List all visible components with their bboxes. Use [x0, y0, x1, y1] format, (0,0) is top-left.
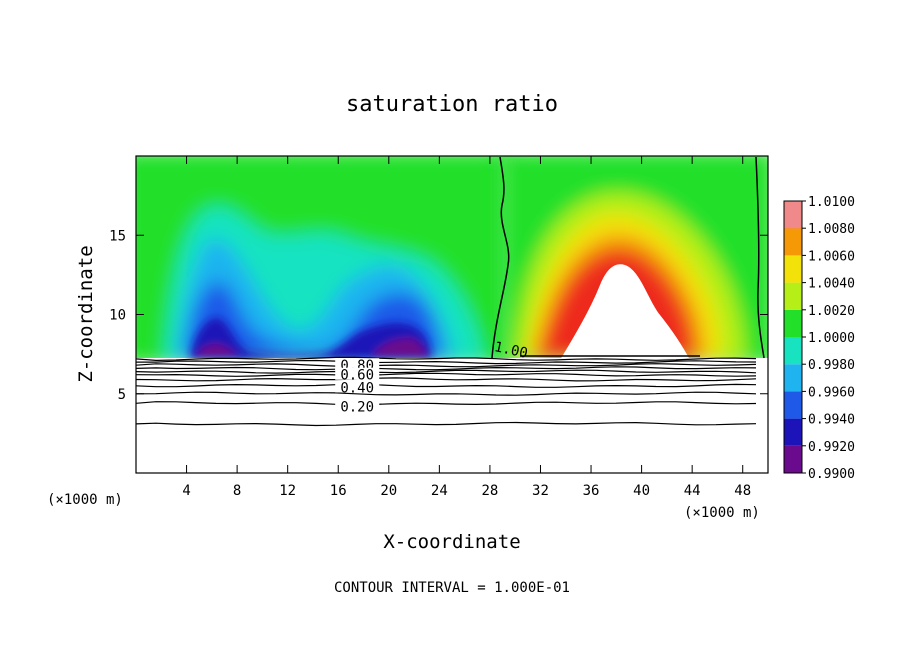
x-tick-label: 24	[431, 483, 448, 499]
contour-line-1-00	[491, 156, 510, 359]
cloud-core-region	[560, 264, 690, 360]
contour-line	[136, 421, 757, 427]
colorbar-label: 1.0060	[808, 249, 855, 264]
contour-line	[136, 391, 757, 396]
x-tick-label: 20	[380, 483, 397, 499]
colorbar-swatch	[784, 364, 802, 392]
colorbar-swatch	[784, 418, 802, 446]
colorbar-label: 1.0040	[808, 277, 855, 292]
x-tick-label: 48	[734, 483, 751, 499]
x-tick-label: 36	[583, 483, 600, 499]
contour-labels: 1.000.800.600.400.20	[335, 339, 529, 415]
colorbar-swatch	[784, 337, 802, 365]
contour-label-backdrop	[335, 367, 380, 380]
contour-line	[136, 359, 757, 365]
contour-line	[136, 383, 757, 388]
x-unit-left: (×1000 m)	[47, 492, 123, 508]
below-cloud-region	[136, 358, 768, 473]
y-axis-label: Z-coordinate	[75, 245, 97, 382]
colorbar-label: 1.0020	[808, 304, 855, 319]
x-tick-label: 12	[279, 483, 296, 499]
plot-area	[136, 156, 768, 473]
contour-line	[136, 401, 757, 406]
contour-line	[136, 366, 757, 371]
contour-label-backdrop	[335, 399, 380, 412]
colorbar-label: 0.9940	[808, 413, 855, 428]
x-tick-label: 40	[633, 483, 650, 499]
contour-label-backdrop	[335, 358, 380, 371]
y-tick-label: 15	[109, 228, 126, 244]
x-axis-label: X-coordinate	[383, 531, 520, 553]
x-tick-label: 8	[233, 483, 241, 499]
contour-label: 0.40	[340, 380, 374, 396]
contour-label-backdrop	[335, 380, 380, 393]
x-tick-label: 28	[481, 483, 498, 499]
contour-line	[136, 372, 757, 377]
chart-title: saturation ratio	[346, 92, 558, 117]
colorbar-swatch	[784, 309, 802, 337]
colorbar-label: 1.0080	[808, 222, 855, 237]
contour-line	[136, 363, 757, 368]
colorbar-swatch	[784, 228, 802, 256]
x-tick-label: 4	[182, 483, 190, 499]
colorbar-label: 0.9980	[808, 358, 855, 373]
colorbar-label: 1.0000	[808, 331, 855, 346]
colorbar-swatch	[784, 201, 802, 229]
x-tick-label: 16	[330, 483, 347, 499]
contour-interval-note: CONTOUR INTERVAL = 1.000E-01	[334, 580, 570, 596]
x-tick-label: 44	[684, 483, 701, 499]
contour-label: 0.60	[340, 368, 374, 384]
y-tick-label: 5	[118, 387, 126, 403]
contour-line	[136, 377, 757, 382]
colorbar: 0.9900 0.9920 0.9940 0.9960 0.9980 1.0000 1.00…	[783, 195, 855, 482]
contour-label: 1.00	[493, 339, 529, 362]
contour-line-1-00-right	[755, 156, 765, 359]
colorbar-swatch	[784, 391, 802, 419]
colorbar-label: 0.9920	[808, 440, 855, 455]
y-tick-label: 10	[109, 308, 126, 324]
colorbar-swatch	[784, 282, 802, 310]
colorbar-swatch	[784, 255, 802, 283]
x-unit-right: (×1000 m)	[684, 505, 760, 521]
contour-line	[136, 356, 757, 362]
contour-line	[136, 369, 757, 374]
colorbar-label: 1.0100	[808, 195, 855, 210]
colorbar-label: 0.9960	[808, 385, 855, 400]
colorbar-swatch	[784, 445, 802, 473]
contour-lines	[136, 356, 757, 427]
colorbar-label: 0.9900	[808, 467, 855, 482]
dry-core-region	[190, 318, 432, 358]
subsaturated-region	[136, 156, 510, 365]
contour-label: 0.20	[340, 399, 374, 415]
x-tick-label: 32	[532, 483, 549, 499]
